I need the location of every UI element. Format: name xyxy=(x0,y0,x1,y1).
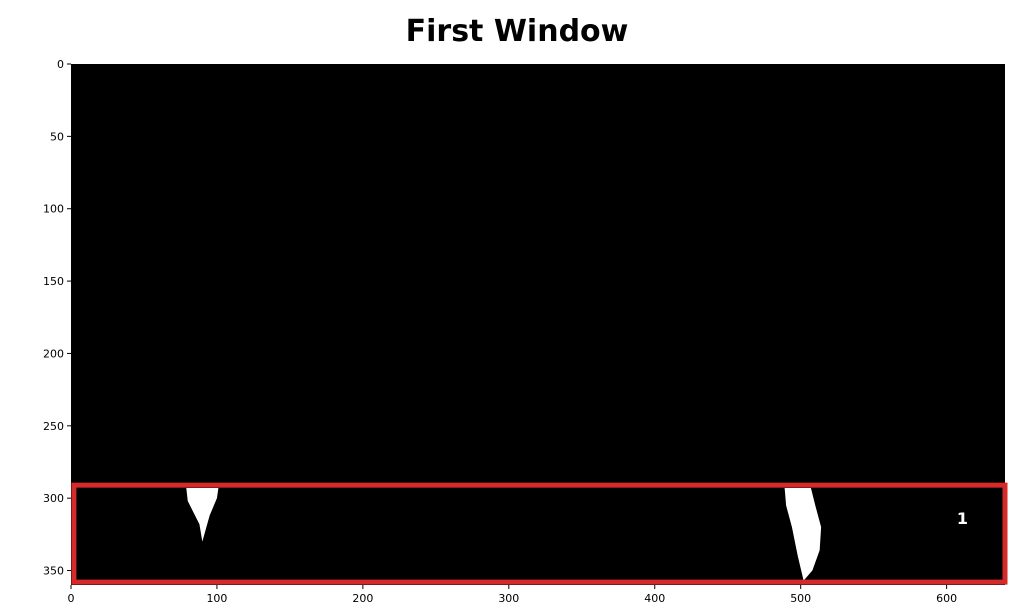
x-tick-label: 200 xyxy=(352,592,373,605)
y-tick-label: 100 xyxy=(43,203,64,216)
y-tick-label: 150 xyxy=(43,275,64,288)
y-tick-label: 0 xyxy=(57,58,64,71)
right-lane-blob xyxy=(784,488,822,581)
left-lane-blob xyxy=(186,488,219,542)
y-tick-label: 200 xyxy=(43,347,64,360)
lane-pixels xyxy=(186,488,822,581)
x-tick-label: 0 xyxy=(68,592,75,605)
y-axis: 0 50 100 150 200 250 300 350 xyxy=(43,58,71,578)
y-tick-label: 50 xyxy=(50,130,64,143)
x-tick-label: 300 xyxy=(498,592,519,605)
y-tick-label: 250 xyxy=(43,420,64,433)
x-tick-label: 100 xyxy=(206,592,227,605)
x-tick-label: 400 xyxy=(644,592,665,605)
y-tick-label: 300 xyxy=(43,492,64,505)
search-window-rectangle xyxy=(71,482,1008,585)
y-tick-label: 350 xyxy=(43,565,64,578)
x-axis: 0 100 200 300 400 500 600 xyxy=(68,585,957,605)
figure-title: First Window xyxy=(405,14,629,49)
binary-image xyxy=(71,64,1005,585)
x-tick-label: 600 xyxy=(936,592,957,605)
x-tick-label: 500 xyxy=(790,592,811,605)
search-window-label: 1 xyxy=(957,509,968,528)
